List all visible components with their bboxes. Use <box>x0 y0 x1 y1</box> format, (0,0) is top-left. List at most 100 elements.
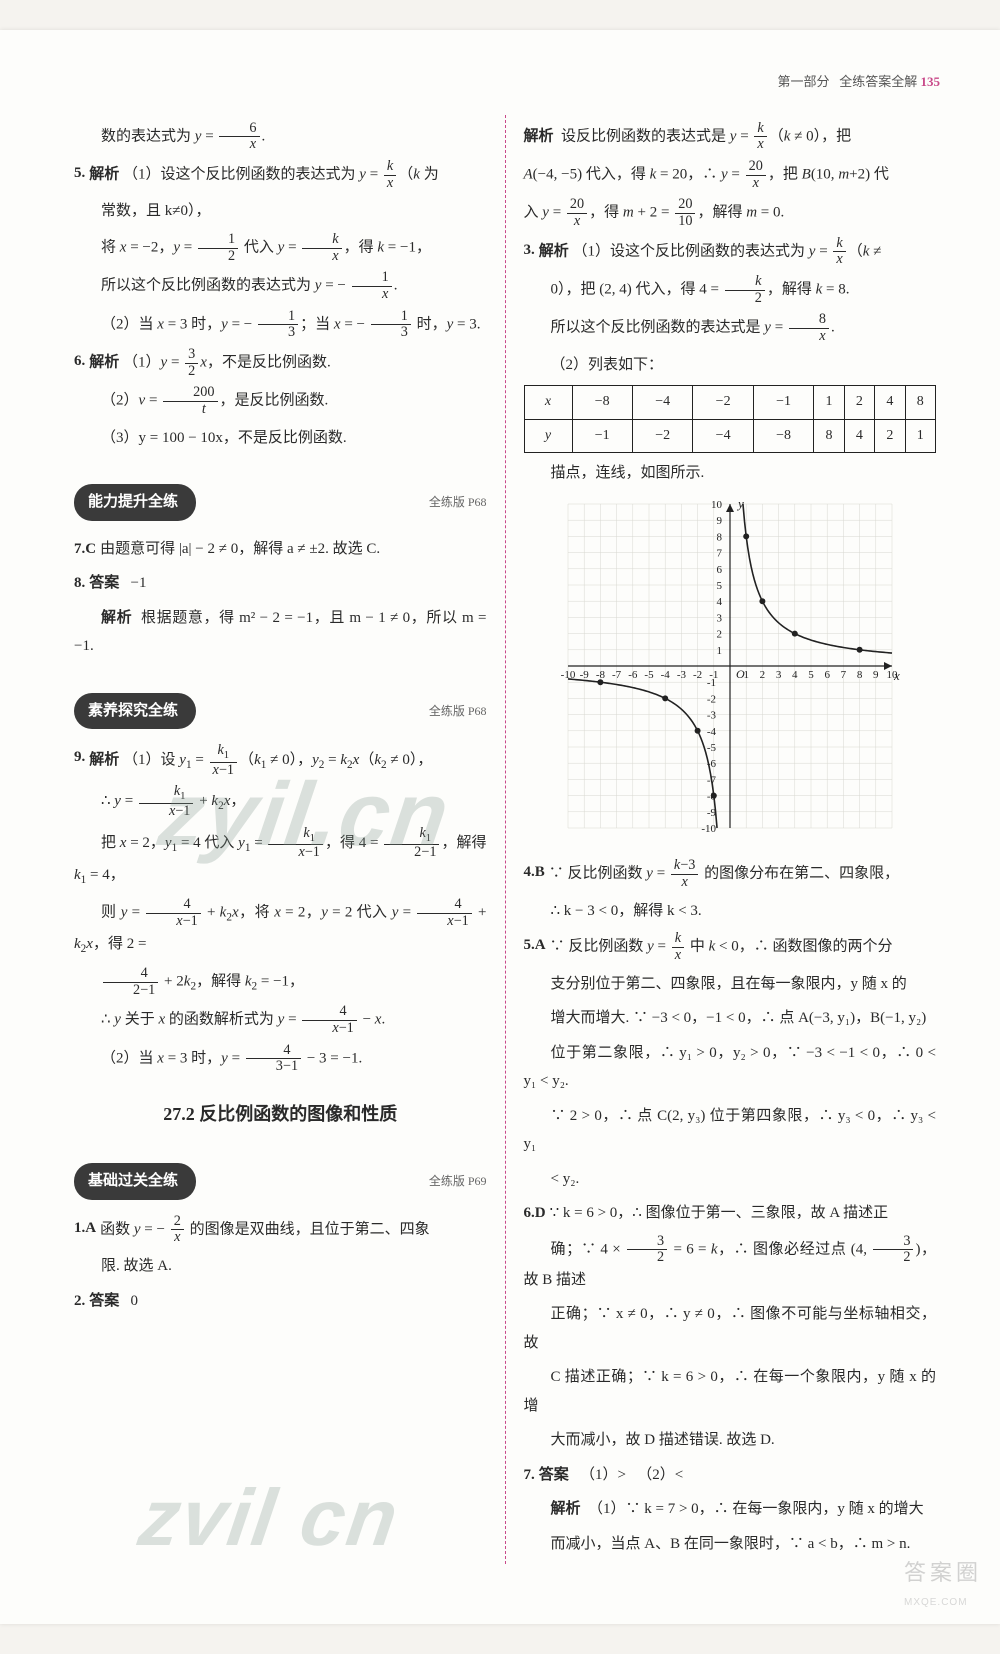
q7-body: 由题意可得 |a| − 2 ≠ 0，解得 a ≠ ±2. 故选 C. <box>100 535 486 564</box>
rq3-l4: （2）列表如下： <box>524 351 937 380</box>
svg-text:2: 2 <box>716 629 722 641</box>
columns: 数的表达式为 y = 6x. 5. 解析 （1）设这个反比例函数的表达式为 y … <box>60 115 950 1565</box>
rq5-num: 5.A <box>524 931 546 963</box>
band3: 基础过关全练 <box>74 1163 196 1200</box>
svg-text:-5: -5 <box>707 742 717 754</box>
rq3-label: 解析 <box>539 243 569 259</box>
svg-text:-3: -3 <box>677 669 687 681</box>
graph-container: -10-9-8-7-6-5-4-3-2-112345678910-10-9-8-… <box>524 496 937 847</box>
rq4-l2: ∴ k − 3 < 0，解得 k < 3. <box>524 897 937 926</box>
q8-exp: 解析 根据题意，得 m² − 2 = −1，且 m − 1 ≠ 0，所以 m =… <box>74 604 487 661</box>
table-row-y: y −1 −2 −4 −8 8 4 2 1 <box>524 419 936 453</box>
data-table: x −8 −4 −2 −1 1 2 4 8 y −1 −2 −4 −8 8 <box>524 385 937 453</box>
q9: 9. 解析 （1）设 y1 = k1x−1（k1 ≠ 0），y2 = k2x（k… <box>74 743 487 778</box>
svg-text:9: 9 <box>716 515 722 527</box>
rq5-l1: ∵ 反比例函数 y = kx 中 k < 0，∴ 函数图像的两个分 <box>550 931 936 963</box>
rq6-l3: 正确；∵ x ≠ 0，∴ y ≠ 0，∴ 图像不可能与坐标轴相交，故 <box>524 1300 937 1357</box>
pre-text: 数的表达式为 y = 6x. <box>74 121 487 153</box>
q6-l2: （2）v = 200t，是反比例函数. <box>74 385 487 417</box>
band1-ref: 全练版 P68 <box>429 491 487 514</box>
svg-text:O: O <box>736 667 745 681</box>
svg-text:-2: -2 <box>707 693 716 705</box>
q5-num: 5. <box>74 159 85 191</box>
x-label: x <box>524 386 572 420</box>
rq5-l3: 增大而增大. ∵ −3 < 0，−1 < 0，∴ 点 A(−3, y₁)，B(−… <box>524 1004 937 1033</box>
rq6-l5: 大而减小，故 D 描述错误. 故选 D. <box>524 1426 937 1455</box>
rq4-num: 4.B <box>524 858 545 890</box>
left-column: 数的表达式为 y = 6x. 5. 解析 （1）设这个反比例函数的表达式为 y … <box>60 115 506 1565</box>
svg-text:5: 5 <box>716 580 722 592</box>
q9-l5: 42−1 + 2k2，解得 k2 = −1， <box>74 966 487 998</box>
svg-text:-3: -3 <box>707 710 717 722</box>
page-header: 第一部分 全练答案全解 135 <box>60 70 950 95</box>
q9-label: 解析 <box>89 752 119 768</box>
q8-num: 8. <box>74 569 85 598</box>
svg-text:x: x <box>893 668 900 683</box>
rq7-ans-label: 答案 <box>539 1467 569 1483</box>
rq3: 3. 解析 （1）设这个反比例函数的表达式为 y = kx（k ≠ <box>524 236 937 268</box>
q5: 5. 解析 （1）设这个反比例函数的表达式为 y = kx（k 为 <box>74 159 487 191</box>
rq3-l5: 描点，连线，如图所示. <box>524 459 937 488</box>
page: 第一部分 全练答案全解 135 数的表达式为 y = 6x. 5. 解析 （1）… <box>0 30 1000 1624</box>
q9-num: 9. <box>74 743 85 778</box>
svg-text:9: 9 <box>873 669 879 681</box>
rq3-num: 3. <box>524 236 535 268</box>
rq6-num: 6.D <box>524 1199 546 1228</box>
q5-l5: （2）当 x = 3 时，y = − 13；当 x = − 13 时，y = 3… <box>74 309 487 341</box>
q6-label: 解析 <box>89 355 119 371</box>
rq5: 5.A ∵ 反比例函数 y = kx 中 k < 0，∴ 函数图像的两个分 <box>524 931 937 963</box>
band3-row: 基础过关全练 全练版 P69 <box>74 1145 487 1208</box>
q7: 7.C 由题意可得 |a| − 2 ≠ 0，解得 a ≠ ±2. 故选 C. <box>74 535 487 564</box>
svg-text:7: 7 <box>716 548 722 560</box>
q2-ans: 0 <box>131 1293 139 1309</box>
svg-text:-6: -6 <box>628 669 638 681</box>
q6-l3: （3）y = 100 − 10x，不是反比例函数. <box>74 424 487 453</box>
svg-text:2: 2 <box>759 669 765 681</box>
r-top: 解析 设反比例函数的表达式是 y = kx（k ≠ 0），把 <box>524 121 937 153</box>
q1: 1.A 函数 y = − 2x 的图像是双曲线，且位于第二、四象 <box>74 1214 487 1246</box>
corner-badge: 答案圈 MXQE.COM <box>904 1552 982 1613</box>
svg-text:4: 4 <box>792 669 798 681</box>
svg-text:6: 6 <box>824 669 830 681</box>
rq5-l4: 位于第二象限，∴ y₁ > 0，y₂ > 0，∵ −3 < −1 < 0，∴ 0… <box>524 1039 937 1096</box>
rq6: 6.D ∵ k = 6 > 0，∴ 图像位于第一、三象限，故 A 描述正 <box>524 1199 937 1228</box>
q5-l2: 常数，且 k≠0）， <box>74 197 487 226</box>
r-top-l2: A(−4, −5) 代入，得 k = 20，∴ y = 20x，把 B(10, … <box>524 159 937 191</box>
header-title: 全练答案全解 <box>839 74 917 89</box>
svg-text:10: 10 <box>711 499 723 511</box>
svg-text:-7: -7 <box>612 669 622 681</box>
svg-text:-2: -2 <box>693 669 702 681</box>
svg-text:8: 8 <box>857 669 863 681</box>
rq6-l4: C 描述正确；∵ k = 6 > 0，∴ 在每一个象限内，y 随 x 的增 <box>524 1363 937 1420</box>
q8-ans-label: 答案 <box>89 575 119 591</box>
svg-text:5: 5 <box>808 669 814 681</box>
rq6-l1: ∵ k = 6 > 0，∴ 图像位于第一、三象限，故 A 描述正 <box>550 1199 936 1228</box>
rq5-l5: ∵ 2 > 0，∴ 点 C(2, y₃) 位于第四象限，∴ y₃ < 0，∴ y… <box>524 1102 937 1159</box>
rq3-l2: 0），把 (2, 4) 代入，得 4 = k2，解得 k = 8. <box>524 274 937 306</box>
svg-text:3: 3 <box>716 612 722 624</box>
q2: 2. 答案 0 <box>74 1287 487 1316</box>
svg-text:4: 4 <box>716 596 722 608</box>
page-number: 135 <box>921 74 941 89</box>
table-row-x: x −8 −4 −2 −1 1 2 4 8 <box>524 386 936 420</box>
section-title: 27.2 反比例函数的图像和性质 <box>74 1097 487 1131</box>
rq7-num: 7. <box>524 1461 535 1490</box>
q5-l3: 将 x = −2，y = 12 代入 y = kx，得 k = −1， <box>74 232 487 264</box>
rq5-l2: 支分别位于第二、四象限，且在每一象限内，y 随 x 的 <box>524 970 937 999</box>
y-label: y <box>524 419 572 453</box>
band2: 素养探究全练 <box>74 693 196 730</box>
q8: 8. 答案 −1 <box>74 569 487 598</box>
rq5-l6: < y₂. <box>524 1165 937 1194</box>
q9-l7: （2）当 x = 3 时，y = 43−1 − 3 = −1. <box>74 1043 487 1075</box>
svg-text:8: 8 <box>716 531 722 543</box>
svg-text:1: 1 <box>716 645 722 657</box>
q5-label: 解析 <box>89 167 119 183</box>
band1-row: 能力提升全练 全练版 P68 <box>74 466 487 529</box>
right-column: 解析 设反比例函数的表达式是 y = kx（k ≠ 0），把 A(−4, −5)… <box>506 115 951 1565</box>
q2-ans-label: 答案 <box>89 1293 119 1309</box>
rq7-exp: 解析 （1）∵ k = 7 > 0，∴ 在每一象限内，y 随 x 的增大 <box>524 1495 937 1524</box>
svg-text:3: 3 <box>776 669 782 681</box>
band2-row: 素养探究全练 全练版 P68 <box>74 675 487 738</box>
svg-text:-1: -1 <box>707 677 716 689</box>
rq4-l1: ∵ 反比例函数 y = k−3x 的图像分布在第二、四象限， <box>549 858 936 890</box>
